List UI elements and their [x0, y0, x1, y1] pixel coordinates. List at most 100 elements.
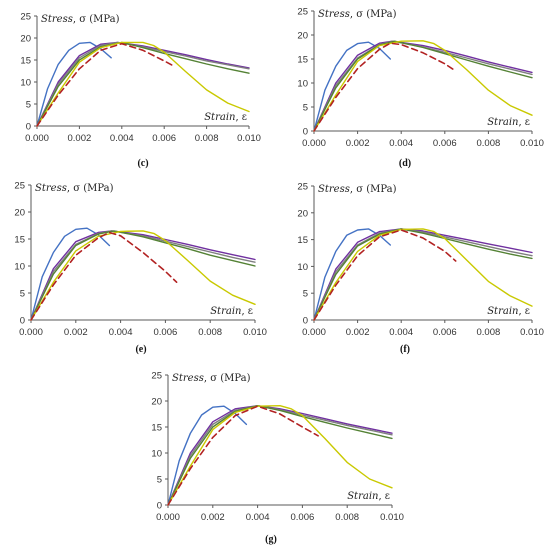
series-line-purple: [313, 228, 533, 321]
y-tick-label: 5: [26, 100, 31, 111]
series-line-green: [167, 405, 393, 506]
chart-caption-d: (d): [398, 158, 412, 169]
series-line-red-dashed: [313, 229, 457, 321]
x-axis-title-symbol: , ε: [241, 306, 253, 317]
x-tick-label: 0.004: [389, 138, 413, 149]
y-axis-title: Stress, σ (MPa): [172, 373, 251, 384]
series-line-purple: [313, 40, 533, 132]
chart-caption-c: (c): [137, 158, 149, 169]
x-tick-label: 0.002: [346, 327, 370, 338]
series-line-grey: [36, 41, 250, 127]
y-axis-title: Stress, σ (MPa): [35, 183, 114, 194]
series-line-green: [313, 40, 533, 132]
y-axis-title-symbol: , σ (MPa): [73, 14, 120, 25]
y-tick-label: 15: [297, 235, 308, 246]
x-tick-label: 0.000: [156, 512, 180, 523]
x-tick-label: 0.008: [335, 512, 359, 523]
series-line-blue: [313, 41, 392, 132]
x-tick-label: 0.008: [477, 327, 501, 338]
x-tick-label: 0.008: [195, 133, 219, 144]
series-line-blue: [30, 227, 111, 321]
chart-d-svg: 0 5 10 15 20 25 0.000 0.002 0.004 0.006 0.008 0.010…: [297, 7, 543, 150]
series-line-yellow: [30, 230, 256, 321]
y-axis-title: Stress, σ (MPa): [41, 14, 120, 25]
x-tick-label: 0.006: [152, 133, 176, 144]
y-tick-label: 20: [151, 397, 162, 408]
chart-g-svg: 0 5 10 15 20 25 0.000 0.002 0.004 0.006 0.008 0.010…: [151, 371, 403, 524]
x-tick-label: 0.002: [346, 138, 370, 149]
x-tick-label: 0.000: [19, 327, 43, 338]
chart-caption-f: (f): [400, 344, 410, 355]
x-tick-label: 0.004: [246, 512, 270, 523]
x-axis-title: Strain, ε: [210, 306, 253, 317]
y-tick-label: 5: [157, 475, 162, 486]
series-line-blue: [167, 405, 248, 506]
series-line-green: [30, 230, 256, 321]
series-line-purple: [36, 41, 250, 127]
x-tick-label: 0.008: [198, 327, 222, 338]
y-tick-label: 10: [151, 449, 162, 460]
x-tick-label: 0.006: [291, 512, 315, 523]
y-tick-label: 15: [297, 55, 308, 66]
x-axis-title-symbol: , ε: [518, 306, 530, 317]
y-axis-title-symbol: , σ (MPa): [67, 183, 114, 194]
y-tick-label: 5: [303, 289, 308, 300]
y-tick-label: 5: [20, 289, 25, 300]
x-tick-label: 0.010: [243, 327, 267, 338]
y-tick-label: 10: [297, 262, 308, 273]
y-tick-label: 20: [297, 208, 308, 219]
x-axis-title: Strain, ε: [487, 306, 530, 317]
y-tick-label: 15: [20, 56, 31, 67]
x-axis-title-symbol: , ε: [235, 112, 247, 123]
y-tick-label: 0: [157, 501, 162, 512]
y-axis-title-word: Stress: [41, 14, 73, 25]
y-tick-label: 25: [20, 12, 31, 23]
x-tick-label: 0.002: [64, 327, 88, 338]
x-axis-title-word: Strain: [204, 112, 235, 123]
y-tick-label: 25: [297, 7, 308, 18]
chart-panel-g: 0 5 10 15 20 25 0.000 0.002 0.004 0.006 0.008 0.010…: [130, 358, 420, 548]
y-tick-label: 20: [297, 31, 308, 42]
y-axis-title: Stress, σ (MPa): [318, 184, 397, 195]
x-axis-title: Strain, ε: [204, 112, 247, 123]
y-tick-label: 10: [297, 79, 308, 90]
x-tick-label: 0.006: [154, 327, 178, 338]
chart-panel-f: 0 5 10 15 20 25 0.000 0.002 0.004 0.006 0.008 0.010…: [275, 178, 550, 356]
series-line-grey: [313, 228, 533, 321]
y-tick-label: 25: [151, 371, 162, 382]
y-axis-title-word: Stress: [172, 373, 204, 384]
chart-panel-d: 0 5 10 15 20 25 0.000 0.002 0.004 0.006 0.008 0.010…: [275, 0, 550, 178]
y-tick-label: 25: [14, 181, 25, 192]
series-line-grey: [30, 230, 256, 321]
y-tick-label: 20: [14, 208, 25, 219]
y-tick-label: 0: [20, 316, 25, 327]
x-tick-label: 0.002: [68, 133, 92, 144]
series-line-red-dashed: [313, 42, 457, 132]
series-line-yellow: [167, 405, 393, 506]
x-tick-label: 0.002: [201, 512, 225, 523]
chart-caption-g: (g): [265, 534, 277, 545]
x-axis-title-word: Strain: [487, 306, 518, 317]
y-axis-title-word: Stress: [318, 9, 350, 20]
series-line-green: [36, 41, 250, 127]
x-tick-label: 0.000: [25, 133, 49, 144]
series-line-purple: [30, 230, 256, 321]
x-tick-label: 0.004: [389, 327, 413, 338]
x-axis-title: Strain, ε: [347, 491, 390, 502]
y-axis-title: Stress, σ (MPa): [318, 9, 397, 20]
x-axis-title-symbol: , ε: [518, 117, 530, 128]
x-tick-label: 0.004: [110, 133, 134, 144]
chart-panel-e: 0 5 10 15 20 25 0.000 0.002 0.004 0.006 0.008 0.010…: [0, 178, 275, 356]
series-line-red-dashed: [167, 405, 319, 506]
x-tick-label: 0.010: [237, 133, 261, 144]
series-line-purple: [167, 405, 393, 506]
y-axis-title-symbol: , σ (MPa): [204, 373, 251, 384]
y-axis-title-symbol: , σ (MPa): [350, 184, 397, 195]
chart-f-svg: 0 5 10 15 20 25 0.000 0.002 0.004 0.006 0.008 0.010…: [297, 182, 543, 339]
x-axis-title-word: Strain: [210, 306, 241, 317]
y-tick-label: 0: [303, 127, 308, 138]
y-tick-label: 15: [151, 423, 162, 434]
x-axis-title-symbol: , ε: [378, 491, 390, 502]
x-tick-label: 0.000: [302, 327, 326, 338]
series-line-yellow: [313, 228, 533, 321]
